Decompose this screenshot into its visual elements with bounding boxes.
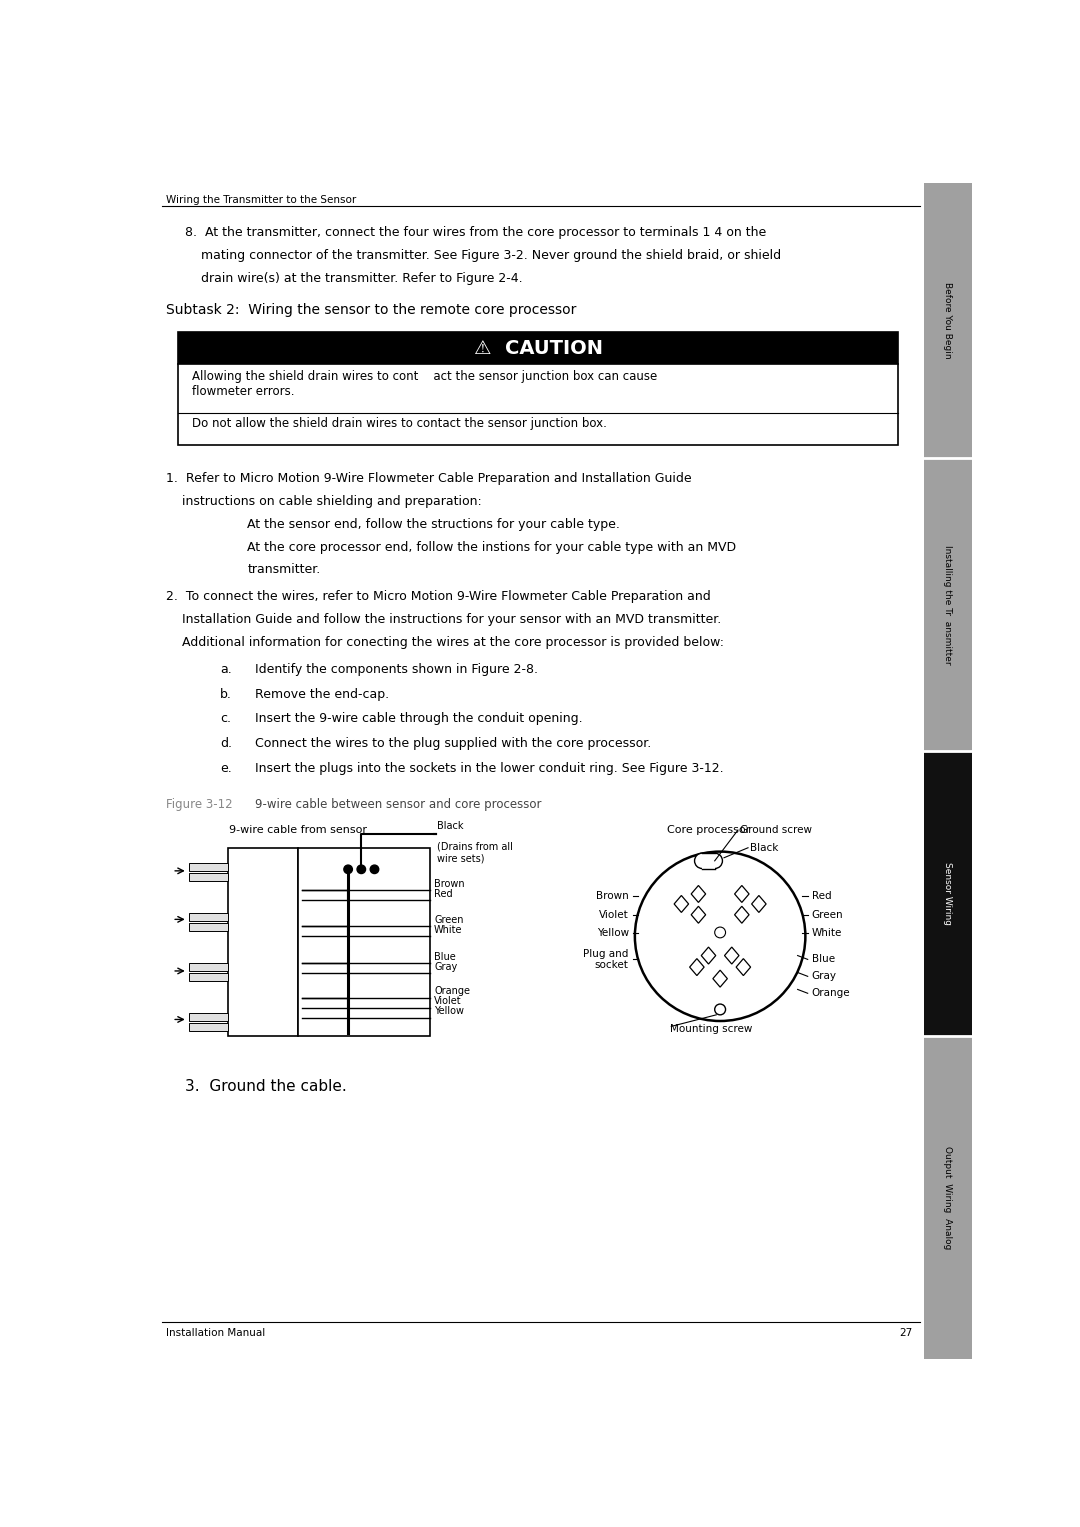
Text: White: White xyxy=(811,928,842,938)
Text: b.: b. xyxy=(220,687,232,701)
Text: Sensor Wiring: Sensor Wiring xyxy=(944,861,953,925)
Bar xyxy=(298,847,430,1037)
Polygon shape xyxy=(752,895,766,913)
Text: wire sets): wire sets) xyxy=(437,854,485,863)
Text: Wiring the Transmitter to the Sensor: Wiring the Transmitter to the Sensor xyxy=(166,195,356,205)
Text: Subtask 2:  Wiring the sensor to the remote core processor: Subtask 2: Wiring the sensor to the remo… xyxy=(166,302,577,316)
Text: Installing the Tr  ansmitter: Installing the Tr ansmitter xyxy=(944,545,953,664)
Text: Gray: Gray xyxy=(811,971,837,982)
Text: Allowing the shield drain wires to cont    act the sensor junction box can cause: Allowing the shield drain wires to cont … xyxy=(191,371,657,399)
Circle shape xyxy=(694,854,710,869)
Bar xyxy=(177,331,899,365)
Text: Violet: Violet xyxy=(599,910,629,919)
Text: Figure 3-12: Figure 3-12 xyxy=(166,797,232,811)
Bar xyxy=(189,1023,228,1031)
Bar xyxy=(189,973,228,980)
Bar xyxy=(189,863,228,870)
Bar xyxy=(924,751,972,1035)
Text: 9-wire cable between sensor and core processor: 9-wire cable between sensor and core pro… xyxy=(255,797,542,811)
Text: Additional information for conecting the wires at the core processor is provided: Additional information for conecting the… xyxy=(166,637,724,649)
Circle shape xyxy=(715,927,726,938)
Text: c.: c. xyxy=(220,712,231,725)
Text: Gray: Gray xyxy=(434,962,458,971)
Text: Do not allow the shield drain wires to contact the sensor junction box.: Do not allow the shield drain wires to c… xyxy=(191,417,607,429)
Polygon shape xyxy=(737,959,751,976)
Text: Orange: Orange xyxy=(434,986,470,996)
Text: (Drains from all: (Drains from all xyxy=(437,841,513,852)
Text: 8.  At the transmitter, connect the four wires from the core processor to termin: 8. At the transmitter, connect the four … xyxy=(186,226,767,238)
Text: At the core processor end, follow the instions for your cable type with an MVD: At the core processor end, follow the in… xyxy=(247,541,737,554)
Polygon shape xyxy=(725,947,739,964)
Text: Installation Guide and follow the instructions for your sensor with an MVD trans: Installation Guide and follow the instru… xyxy=(166,612,721,626)
Text: drain wire(s) at the transmitter. Refer to Figure 2-4.: drain wire(s) at the transmitter. Refer … xyxy=(186,272,523,286)
Text: Identify the components shown in Figure 2-8.: Identify the components shown in Figure … xyxy=(255,663,538,676)
Text: Connect the wires to the plug supplied with the core processor.: Connect the wires to the plug supplied w… xyxy=(255,738,651,750)
Text: Green: Green xyxy=(811,910,843,919)
Text: a.: a. xyxy=(220,663,232,676)
Text: Blue: Blue xyxy=(811,954,835,965)
Circle shape xyxy=(370,866,379,873)
Text: transmitter.: transmitter. xyxy=(247,563,321,576)
Text: Brown: Brown xyxy=(596,892,629,901)
Text: At the sensor end, follow the structions for your cable type.: At the sensor end, follow the structions… xyxy=(247,518,620,531)
Circle shape xyxy=(715,1005,726,1015)
Circle shape xyxy=(343,866,352,873)
Text: 3.  Ground the cable.: 3. Ground the cable. xyxy=(186,1078,347,1093)
Text: Yellow: Yellow xyxy=(434,1006,464,1017)
Text: Green: Green xyxy=(434,915,463,925)
Bar xyxy=(189,873,228,881)
Text: Red: Red xyxy=(434,889,453,898)
Text: Before You Begin: Before You Begin xyxy=(944,282,953,359)
Text: Red: Red xyxy=(811,892,832,901)
Text: 1.  Refer to Micro Motion 9-Wire Flowmeter Cable Preparation and Installation Gu: 1. Refer to Micro Motion 9-Wire Flowmete… xyxy=(166,472,691,486)
Text: e.: e. xyxy=(220,762,232,774)
Bar xyxy=(189,1014,228,1022)
Text: mating connector of the transmitter. See Figure 3-2. Never ground the shield bra: mating connector of the transmitter. See… xyxy=(186,249,782,261)
Text: Mounting screw: Mounting screw xyxy=(670,1023,752,1034)
Bar xyxy=(924,1035,972,1359)
Bar xyxy=(189,964,228,971)
Text: instructions on cable shielding and preparation:: instructions on cable shielding and prep… xyxy=(166,495,482,508)
Polygon shape xyxy=(701,947,716,964)
Text: d.: d. xyxy=(220,738,232,750)
Text: Blue: Blue xyxy=(434,951,456,962)
Text: Black: Black xyxy=(750,843,778,852)
Text: 9-wire cable from sensor: 9-wire cable from sensor xyxy=(229,825,367,835)
Text: Insert the plugs into the sockets in the lower conduit ring. See Figure 3-12.: Insert the plugs into the sockets in the… xyxy=(255,762,724,774)
Polygon shape xyxy=(713,970,727,986)
Text: Installation Manual: Installation Manual xyxy=(166,1328,266,1338)
Text: Ground screw: Ground screw xyxy=(740,825,811,835)
Circle shape xyxy=(635,852,806,1022)
Text: Black: Black xyxy=(437,822,463,831)
Bar xyxy=(924,183,972,1359)
Bar xyxy=(702,854,715,869)
Bar xyxy=(189,913,228,921)
Polygon shape xyxy=(691,906,705,924)
Text: Yellow: Yellow xyxy=(596,928,629,938)
Bar xyxy=(189,924,228,931)
Text: 27: 27 xyxy=(899,1328,913,1338)
Text: Insert the 9-wire cable through the conduit opening.: Insert the 9-wire cable through the cond… xyxy=(255,712,583,725)
Text: 2.  To connect the wires, refer to Micro Motion 9-Wire Flowmeter Cable Preparati: 2. To connect the wires, refer to Micro … xyxy=(166,589,711,603)
Polygon shape xyxy=(691,886,705,902)
Circle shape xyxy=(357,866,365,873)
Text: Plug and
socket: Plug and socket xyxy=(583,948,629,970)
Polygon shape xyxy=(734,906,750,924)
Text: Core processor: Core processor xyxy=(666,825,751,835)
Polygon shape xyxy=(690,959,704,976)
Text: ⚠  CAUTION: ⚠ CAUTION xyxy=(473,339,603,357)
Text: Remove the end-cap.: Remove the end-cap. xyxy=(255,687,389,701)
Text: White: White xyxy=(434,925,462,935)
Text: Orange: Orange xyxy=(811,988,850,999)
Text: Brown: Brown xyxy=(434,878,464,889)
Text: Violet: Violet xyxy=(434,997,462,1006)
Polygon shape xyxy=(734,886,750,902)
Bar xyxy=(924,458,972,751)
Bar xyxy=(228,847,298,1037)
Circle shape xyxy=(707,854,723,869)
Text: Output  Wiring  Analog: Output Wiring Analog xyxy=(944,1145,953,1249)
Bar xyxy=(177,365,899,444)
Polygon shape xyxy=(674,895,689,913)
Bar xyxy=(924,183,972,458)
